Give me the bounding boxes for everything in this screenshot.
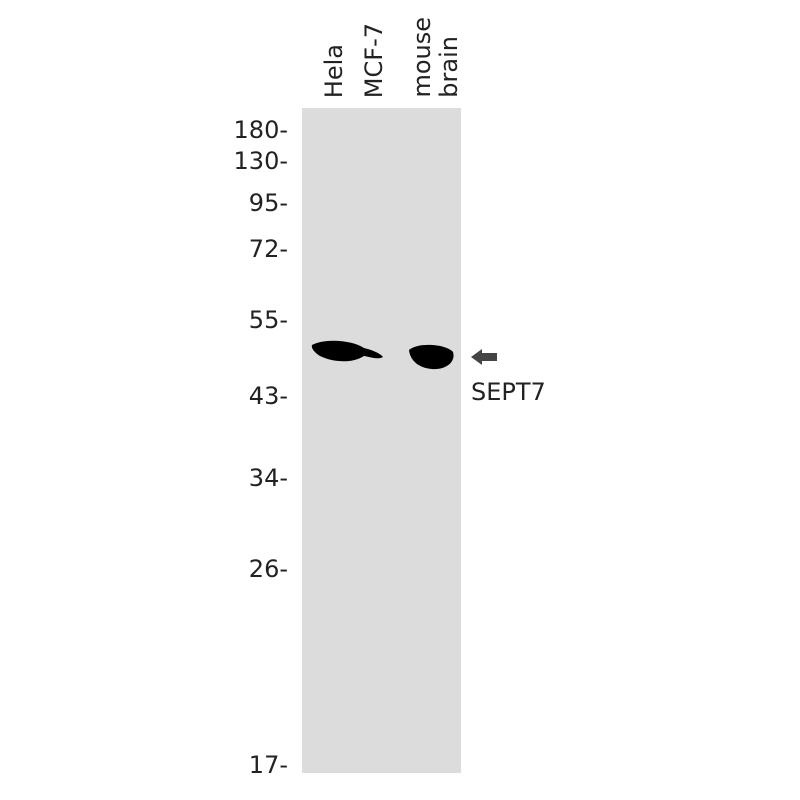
target-protein-label: SEPT7 xyxy=(471,378,546,406)
marker-72: 72- xyxy=(248,235,288,263)
marker-130: 130- xyxy=(233,147,288,175)
marker-180: 180- xyxy=(233,116,288,144)
marker-43: 43- xyxy=(248,382,288,410)
band-hela-mcf7 xyxy=(311,340,383,362)
marker-95: 95- xyxy=(248,189,288,217)
arrow-left-icon xyxy=(471,349,497,365)
blot-membrane xyxy=(302,108,461,773)
band-mouse-brain xyxy=(409,344,454,370)
marker-55: 55- xyxy=(248,306,288,334)
marker-17: 17- xyxy=(248,751,288,779)
marker-34: 34- xyxy=(248,464,288,492)
marker-26: 26- xyxy=(248,555,288,583)
